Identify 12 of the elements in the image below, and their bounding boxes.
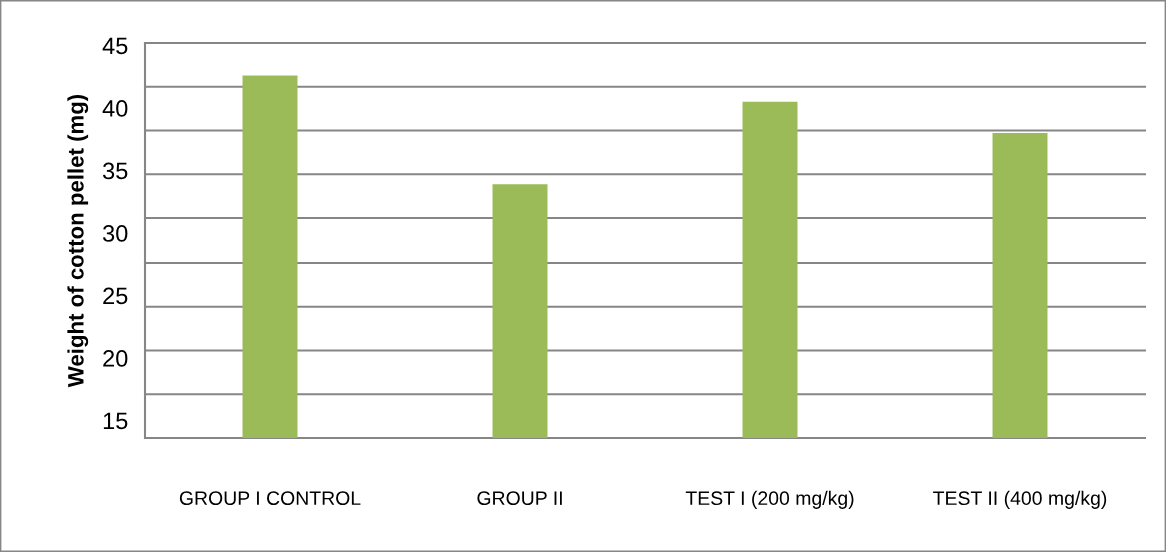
- x-tick-label: GROUP I CONTROL: [179, 491, 361, 506]
- x-tick-label: TEST II (400 mg/kg): [933, 490, 1107, 509]
- y-tick-label: 35: [102, 162, 128, 180]
- y-tick-label: 25: [103, 287, 128, 305]
- x-tick-label: TEST I (200 mg/kg): [685, 490, 854, 509]
- y-tick-label: 30: [102, 225, 128, 242]
- y-axis-title: Weight of cotton pellet (mg): [67, 94, 89, 388]
- x-tick-label: GROUP II: [477, 491, 562, 506]
- y-tick-label: 20: [103, 350, 128, 367]
- y-tick-label: 15: [103, 412, 128, 430]
- y-tick-label: 40: [102, 100, 128, 117]
- y-tick-label: 45: [102, 37, 128, 55]
